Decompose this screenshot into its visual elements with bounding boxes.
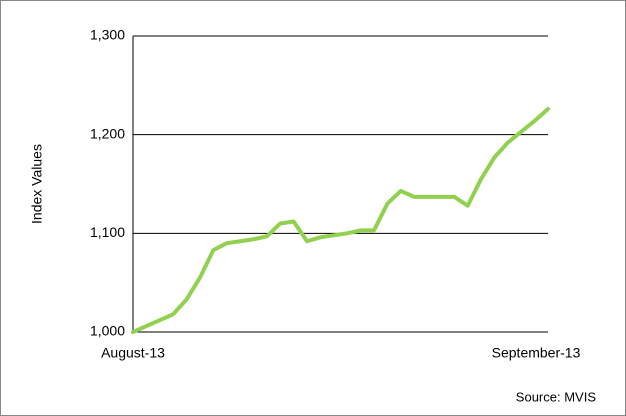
x-tick-label: September-13 xyxy=(492,345,581,361)
y-axis-label: Index Values xyxy=(29,144,45,224)
y-tick-label: 1,300 xyxy=(90,27,125,43)
y-tick-label: 1,100 xyxy=(90,224,125,240)
x-tick-label: August-13 xyxy=(101,345,165,361)
y-tick-label: 1,200 xyxy=(90,125,125,141)
y-tick-label: 1,000 xyxy=(90,323,125,339)
source-note: Source: MVIS xyxy=(516,389,597,404)
data-line xyxy=(131,107,550,334)
